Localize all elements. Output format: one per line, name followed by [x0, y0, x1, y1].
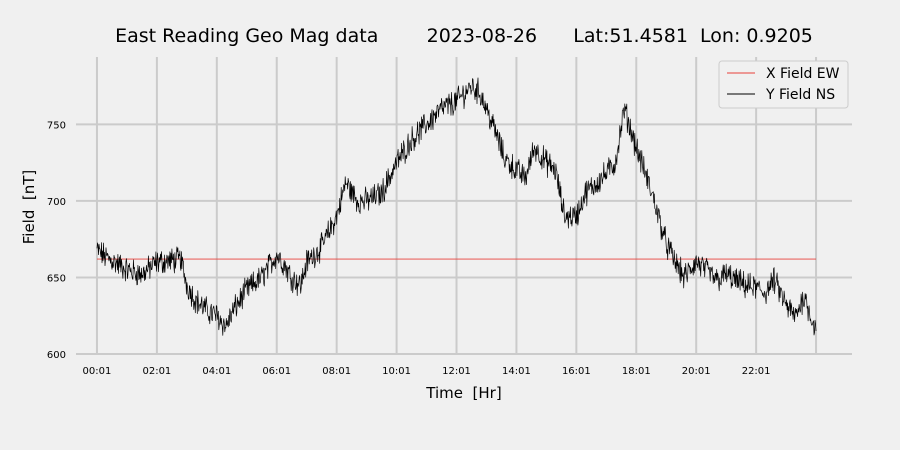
- y-tick-label: 700: [47, 197, 66, 208]
- y-tick-label: 650: [47, 273, 66, 284]
- y-axis-label: Field [nT]: [20, 170, 38, 245]
- x-tick-label: 06:01: [262, 366, 291, 377]
- x-tick-label: 22:01: [742, 366, 771, 377]
- x-tick-label: 04:01: [202, 366, 231, 377]
- legend-label-x-field-ew: X Field EW: [766, 66, 840, 82]
- x-tick-label: 18:01: [622, 366, 651, 377]
- x-tick-label: 20:01: [682, 366, 711, 377]
- x-tick-label: 16:01: [562, 366, 591, 377]
- y-tick-label: 750: [47, 120, 66, 131]
- series-line-y-field-ns: [96, 77, 817, 336]
- x-tick-label: 08:01: [322, 366, 351, 377]
- legend: X Field EW Y Field NS: [718, 60, 849, 109]
- y-tick-label: 600: [47, 350, 66, 361]
- x-tick-label: 02:01: [142, 366, 171, 377]
- x-axis-label: Time [Hr]: [425, 384, 501, 402]
- x-tick-label: 12:01: [442, 366, 471, 377]
- tick-layer: 00:01 02:01 04:01 06:01 08:01 10:01 12:01 14:01…: [47, 120, 771, 377]
- x-tick-label: 10:01: [382, 366, 411, 377]
- series-layer: [96, 77, 817, 336]
- chart-title: East Reading Geo Mag data 2023-08-26 Lat…: [115, 25, 813, 47]
- x-tick-label: 00:01: [83, 366, 112, 377]
- legend-label-y-field-ns: Y Field NS: [765, 87, 835, 103]
- x-tick-label: 14:01: [502, 366, 531, 377]
